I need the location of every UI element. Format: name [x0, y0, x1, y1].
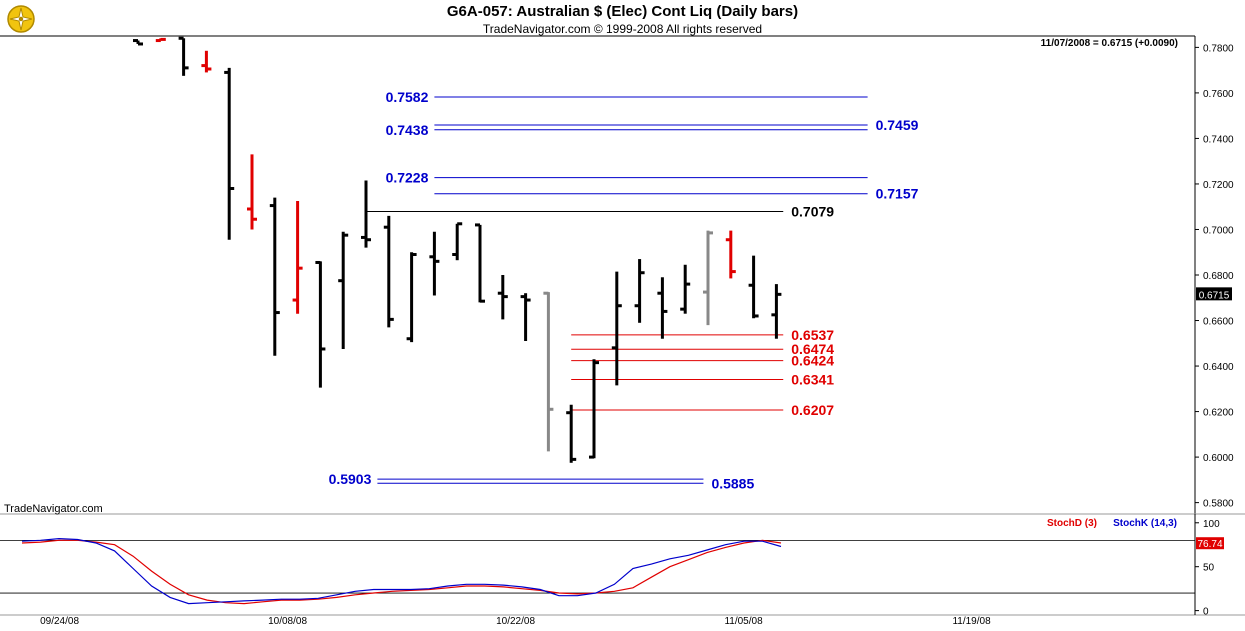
stoch-last-box [1196, 537, 1224, 550]
ohlc-bar [315, 260, 326, 388]
ohlc-bar [292, 201, 303, 314]
price-y-tick-label: 0.7000 [1203, 225, 1234, 236]
ohlc-bar [155, 37, 166, 43]
stoch-d-legend: StochD (3) [1047, 518, 1097, 529]
ohlc-bar [634, 259, 645, 323]
x-tick-label: 09/24/08 [40, 616, 79, 627]
level-label: 0.7157 [876, 186, 919, 202]
trade-navigator-logo-icon [7, 5, 35, 33]
chart-title: G6A-057: Australian $ (Elec) Cont Liq (D… [446, 3, 799, 20]
ohlc-bar [406, 252, 417, 343]
ohlc-bar [269, 197, 280, 356]
ohlc-bar [725, 230, 736, 279]
ohlc-bar [361, 180, 371, 248]
stoch-last-label: 76.74 [1197, 539, 1222, 550]
ohlc-bars [133, 36, 782, 463]
level-label: 0.7582 [386, 89, 429, 105]
price-y-tick-label: 0.6600 [1203, 317, 1234, 328]
ohlc-bar [201, 50, 212, 73]
ohlc-bar [178, 36, 189, 76]
level-label: 0.6474 [791, 341, 834, 357]
level-label: 0.6537 [791, 327, 834, 343]
x-tick-label: 10/08/08 [268, 616, 307, 627]
ohlc-bar [748, 255, 759, 319]
chart-copyright: TradeNavigator.com © 1999-2008 All right… [482, 22, 763, 36]
ohlc-bar [224, 67, 235, 240]
ohlc-bar [338, 231, 349, 349]
ohlc-bar [657, 277, 668, 339]
stoch-series-line [21, 537, 782, 605]
price-y-tick-label: 0.7800 [1203, 43, 1234, 54]
ohlc-bar [475, 223, 485, 303]
stoch-y-tick-label: 50 [1203, 563, 1215, 574]
ohlc-bar [589, 359, 599, 459]
ohlc-bar [703, 230, 713, 326]
level-label: 0.7228 [386, 170, 429, 186]
last-price-marker: 0.6715 [1196, 287, 1232, 301]
last-price-box [1196, 287, 1232, 301]
level-label: 0.5885 [711, 475, 754, 491]
title-bar: G6A-057: Australian $ (Elec) Cont Liq (D… [0, 0, 1245, 36]
stoch-series-line [21, 539, 782, 605]
level-label: 0.5903 [329, 471, 372, 487]
quote-readout: 11/07/2008 = 0.6715 (+0.0090) [1041, 38, 1178, 49]
level-label: 0.6341 [791, 371, 834, 387]
price-y-tick-label: 0.5800 [1203, 499, 1234, 510]
support-resistance-levels: 0.7582 0.7459 0.7438 0.7228 0.7157 0.7079 0.65… [329, 89, 919, 491]
ohlc-bar [133, 39, 143, 46]
price-y-axis: 0.7800 0.7600 0.7400 0.7200 0.7000 0.6800 0.66… [1195, 43, 1234, 510]
ohlc-bar [520, 293, 531, 342]
level-label: 0.6207 [791, 402, 834, 418]
price-y-tick-label: 0.7600 [1203, 89, 1234, 100]
level-label: 0.7459 [876, 117, 919, 133]
price-y-tick-label: 0.6800 [1203, 271, 1234, 282]
x-tick-label: 11/05/08 [724, 616, 763, 627]
ohlc-bar [771, 284, 782, 339]
stoch-last-marker: 76.74 [1196, 537, 1224, 550]
ohlc-bar [680, 264, 691, 314]
stoch-k-legend: StochK (14,3) [1113, 518, 1177, 529]
x-tick-label: 10/22/08 [496, 616, 535, 627]
price-y-tick-label: 0.7400 [1203, 134, 1234, 145]
watermark: TradeNavigator.com [4, 503, 103, 515]
ohlc-bar [611, 271, 622, 386]
level-label: 0.6424 [791, 353, 834, 369]
price-y-tick-label: 0.6200 [1203, 408, 1234, 419]
ohlc-bar [566, 404, 577, 463]
stoch-y-tick-label: 0 [1203, 607, 1209, 618]
x-tick-label: 11/19/08 [952, 616, 991, 627]
price-y-tick-label: 0.6000 [1203, 453, 1234, 464]
ohlc-bar [497, 275, 508, 320]
price-y-tick-label: 0.7200 [1203, 180, 1234, 191]
ohlc-bar [429, 231, 440, 296]
price-y-tick-label: 0.6400 [1203, 362, 1234, 373]
ohlc-bar [383, 215, 394, 328]
last-price-label: 0.6715 [1199, 290, 1230, 301]
ohlc-bar [452, 222, 463, 261]
stoch-lines [21, 537, 782, 605]
ohlc-bar [247, 154, 257, 230]
date-x-axis: 09/24/08 10/08/08 10/22/08 11/05/08 11/19/08 [40, 616, 991, 627]
stoch-y-tick-label: 100 [1203, 519, 1220, 530]
level-label: 0.7438 [386, 122, 429, 138]
ohlc-bar [543, 291, 554, 452]
level-label: 0.7079 [791, 203, 834, 219]
